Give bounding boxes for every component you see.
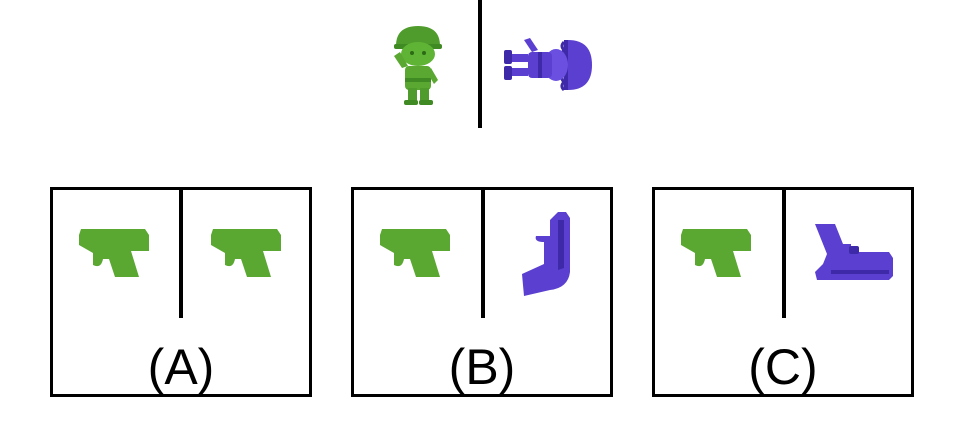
option-a-box[interactable]: (A) (50, 187, 312, 397)
option-b-divider (481, 190, 485, 318)
option-b-box[interactable]: (B) (351, 187, 613, 397)
purple-soldier-figure (502, 36, 594, 94)
green-pistol-icon (207, 225, 287, 281)
option-a-label: (A) (147, 339, 215, 395)
purple-pistol-icon (811, 224, 895, 282)
option-b-label: (B) (448, 339, 516, 395)
reference-pair (380, 0, 600, 130)
green-pistol-icon (677, 225, 757, 281)
green-pistol-icon (75, 225, 155, 281)
option-c-label: (C) (748, 339, 818, 395)
green-pistol-icon (376, 225, 456, 281)
option-a-divider (179, 190, 183, 318)
option-c-box[interactable]: (C) (652, 187, 914, 397)
reference-divider (478, 0, 482, 128)
option-c-divider (782, 190, 786, 318)
purple-pistol-icon (520, 212, 584, 296)
green-soldier-figure (388, 22, 448, 106)
